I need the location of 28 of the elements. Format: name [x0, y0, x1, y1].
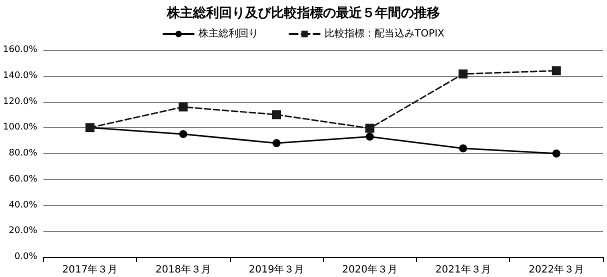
y-tick-label: 0.0% [14, 252, 38, 262]
point [458, 69, 468, 78]
x-tick-label: 2017年３月 [62, 264, 118, 276]
y-tick-label: 120.0% [2, 96, 38, 107]
legend-label: 比較指標：配当込みTOPIX [324, 28, 445, 40]
y-tick-label: 20.0% [8, 226, 38, 236]
x-tick-label: 2020年３月 [342, 264, 398, 276]
point [552, 150, 560, 158]
point [552, 66, 561, 76]
y-tick-label: 40.0% [8, 200, 38, 210]
y-tick-label: 160.0% [2, 45, 38, 55]
point [272, 110, 282, 120]
y-tick-label: 60.0% [8, 174, 38, 184]
x-tick-label: 2022年３月 [528, 264, 584, 276]
y-tick-label: 80.0% [8, 148, 38, 158]
point [178, 102, 188, 112]
point [272, 139, 281, 148]
point [365, 124, 374, 133]
point [459, 144, 468, 152]
point [366, 132, 374, 141]
x-tick-label: 2021年３月 [435, 264, 491, 276]
chart-title: 株主総利回り及び比較指標の最近５年間の推移 [166, 5, 440, 21]
point [179, 130, 188, 138]
y-tick-label: 140.0% [2, 70, 38, 81]
x-tick-label: 2019年３月 [248, 264, 304, 276]
y-tick-label: 100.0% [2, 122, 38, 133]
x-tick-label: 2018年３月 [156, 264, 211, 276]
legend-label: 株主総利回り [198, 28, 259, 40]
